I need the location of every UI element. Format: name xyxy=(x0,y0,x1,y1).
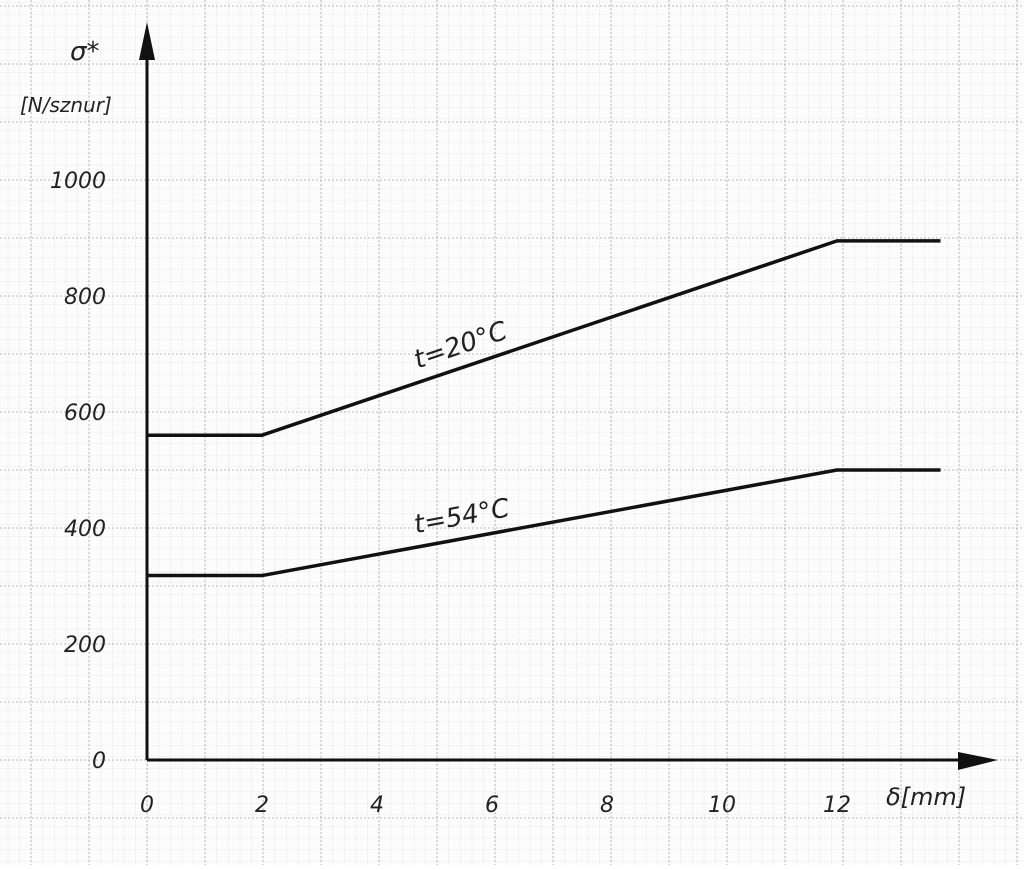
y-tick-label: 600 xyxy=(64,401,106,426)
x-axis-title: δ[mm] xyxy=(886,783,966,811)
y-axis-arrow xyxy=(139,22,155,60)
y-axis-unit: [N/sznur] xyxy=(20,93,112,117)
y-tick-label: 800 xyxy=(64,285,106,310)
tick-labels: 0 2 4 6 8 10 12 0 200 400 600 800 1000 xyxy=(50,169,851,818)
axis-titles: σ* [N/sznur] δ[mm] xyxy=(20,37,966,811)
x-tick-label: 12 xyxy=(823,793,851,818)
x-tick-label: 8 xyxy=(600,793,614,818)
x-tick-label: 2 xyxy=(255,793,269,818)
series-line xyxy=(147,239,941,437)
x-tick-label: 0 xyxy=(140,793,154,818)
y-tick-label: 200 xyxy=(64,633,106,658)
y-axis-symbol: σ* xyxy=(70,37,99,67)
y-tick-label: 1000 xyxy=(50,169,106,194)
x-tick-label: 4 xyxy=(370,793,384,818)
axes xyxy=(139,22,998,770)
x-tick-label: 10 xyxy=(708,793,736,818)
y-tick-label: 0 xyxy=(92,749,106,774)
x-tick-label: 6 xyxy=(485,793,499,818)
series-line xyxy=(147,468,941,578)
x-axis-arrow xyxy=(958,752,998,770)
y-tick-label: 400 xyxy=(64,517,106,542)
